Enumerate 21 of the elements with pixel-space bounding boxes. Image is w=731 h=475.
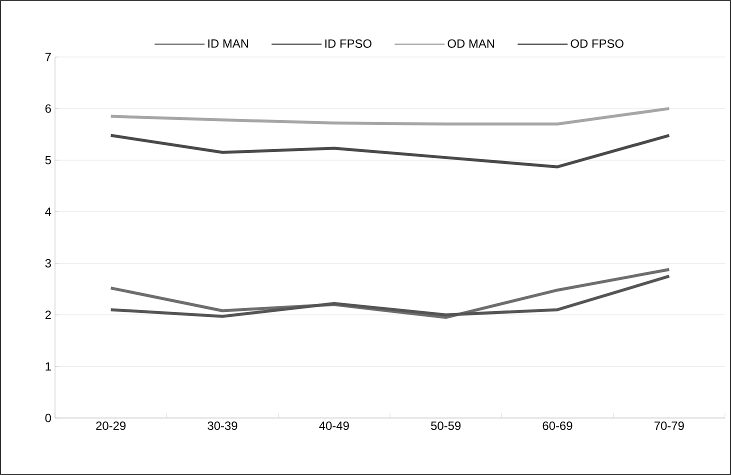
x-tick-label: 20-29 xyxy=(96,422,126,430)
line-series xyxy=(109,107,671,126)
x-tick-label: 30-39 xyxy=(208,422,238,430)
legend-label: ID FPSO xyxy=(325,39,372,48)
y-tick-label: 0 xyxy=(45,414,52,422)
line-series xyxy=(109,134,671,168)
legend-label: OD FPSO xyxy=(570,39,624,48)
line-series xyxy=(109,274,671,318)
x-tick-label: 40-49 xyxy=(319,422,349,430)
legend-label: OD MAN xyxy=(448,39,494,48)
y-tick-label: 5 xyxy=(45,156,51,164)
y-tick-label: 3 xyxy=(45,259,51,268)
x-tick-label: 60-69 xyxy=(542,422,572,430)
y-tick-label: 2 xyxy=(45,310,51,320)
y-tick-label: 6 xyxy=(45,104,51,113)
x-tick-label: 70-79 xyxy=(654,422,684,430)
y-tick-label: 1 xyxy=(46,362,51,371)
y-tick-label: 4 xyxy=(45,208,52,216)
y-tick-label: 7 xyxy=(45,52,51,62)
x-tick-label: 50-59 xyxy=(431,422,461,430)
legend-label: ID MAN xyxy=(208,39,248,48)
